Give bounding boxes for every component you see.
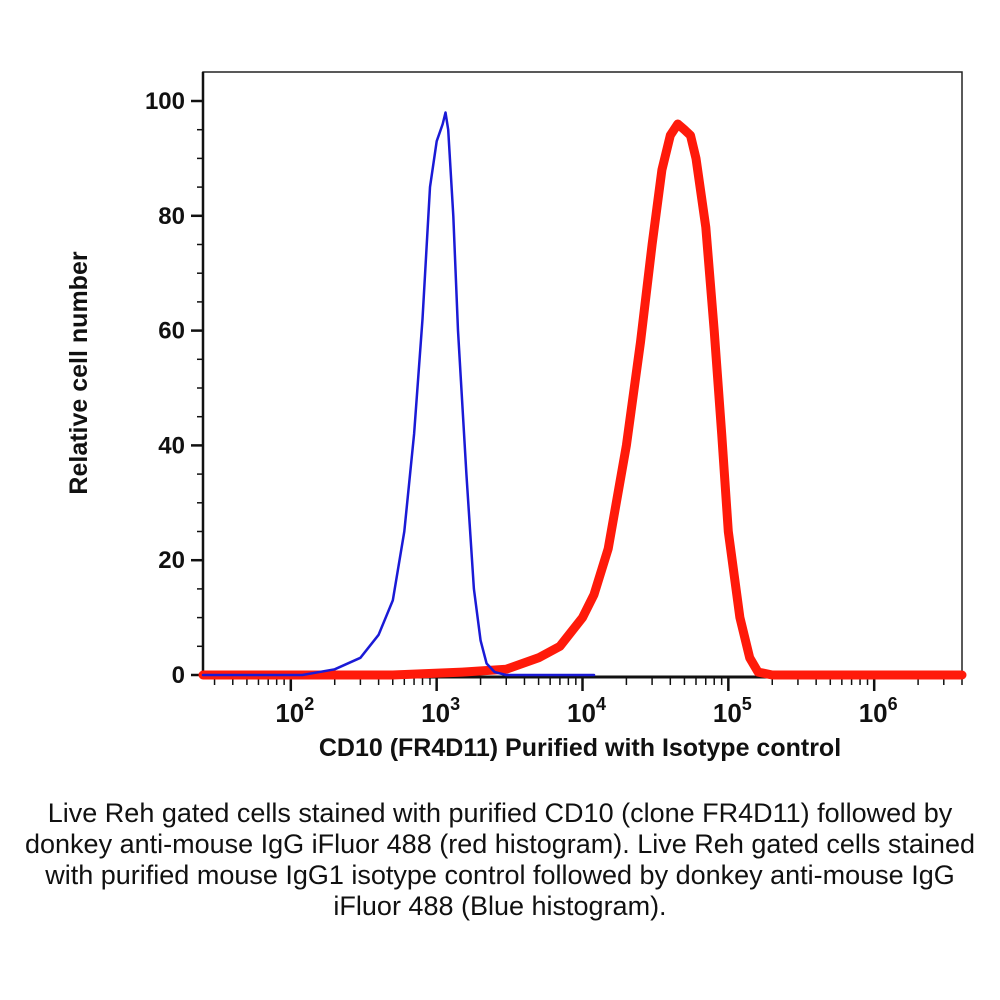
y-tick-label: 40 — [158, 432, 185, 459]
x-axis-title: CD10 (FR4D11) Purified with Isotype cont… — [319, 734, 841, 762]
x-tick-label: 104 — [567, 694, 606, 728]
y-tick-label: 80 — [158, 203, 185, 230]
x-tick-label: 103 — [421, 694, 460, 728]
y-axis-title: Relative cell number — [65, 251, 93, 494]
cd10-histogram — [198, 119, 967, 680]
plot-frame — [201, 71, 963, 679]
figure-caption: Live Reh gated cells stained with purifi… — [25, 798, 975, 921]
histogram-chart: 0 20 40 60 80 100 102 103 104 105 106 CD10 (FR4D1… — [65, 71, 967, 762]
isotype-control-histogram — [201, 111, 596, 677]
x-tick-label: 106 — [859, 694, 898, 728]
histogram-series — [198, 111, 967, 680]
x-axis-ticks: 102 103 104 105 106 — [275, 677, 898, 728]
y-tick-label: 20 — [158, 547, 185, 574]
y-axis-ticks: 0 20 40 60 80 100 — [145, 88, 203, 689]
x-tick-label: 105 — [713, 694, 752, 728]
x-tick-label: 102 — [275, 694, 314, 728]
y-tick-label: 100 — [145, 88, 185, 115]
plot-border — [202, 71, 963, 678]
y-tick-label: 0 — [172, 662, 185, 689]
minor-ticks — [197, 128, 963, 685]
y-tick-label: 60 — [158, 318, 185, 345]
